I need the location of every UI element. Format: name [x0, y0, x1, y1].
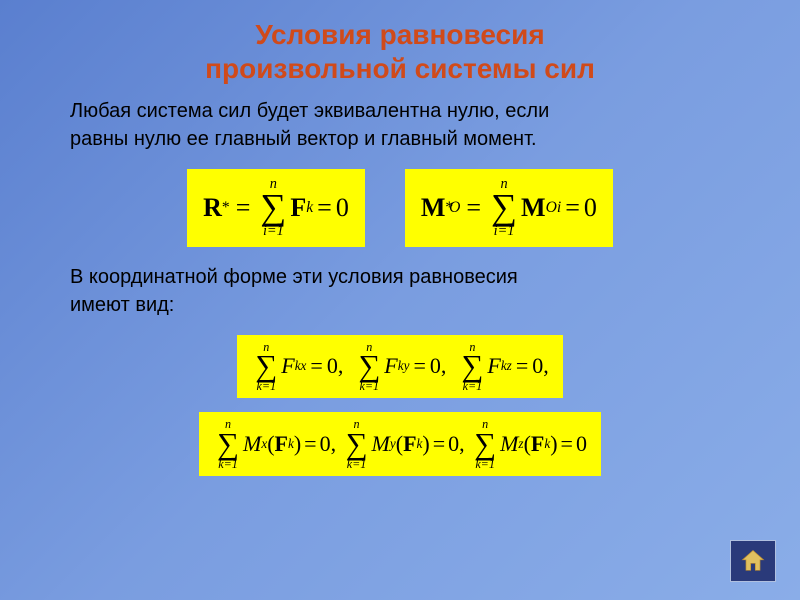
equation-main-vector: R* = n ∑ i=1 Fk = 0 — [187, 169, 365, 246]
para1-line1: Любая система сил будет эквивалентна нул… — [70, 100, 549, 122]
var-R: R — [203, 193, 222, 223]
paragraph-2: В координатной форме эти условия равнове… — [0, 261, 800, 321]
equation-force-projections: n∑k=1 Fkx =0, n∑k=1 Fky =0, n∑k=1 Fkz =0… — [237, 335, 562, 399]
home-icon — [739, 547, 767, 575]
sup-star: * — [222, 199, 230, 217]
para2-line2: имеют вид: — [70, 294, 174, 316]
var-M: M — [421, 193, 446, 223]
paragraph-1: Любая система сил будет эквивалентна нул… — [0, 95, 800, 155]
var-F: F — [290, 193, 306, 223]
eq-sign: = — [236, 193, 251, 223]
title-line-2: произвольной системы сил — [205, 53, 595, 84]
equation-moment-projections: n∑k=1 Mx (Fk) =0, n∑k=1 My (Fk) =0, n∑k=… — [199, 412, 601, 476]
equation-row-moments: n∑k=1 Mx (Fk) =0, n∑k=1 My (Fk) =0, n∑k=… — [0, 412, 800, 476]
sum-symbol: n ∑ i=1 — [491, 177, 517, 238]
equation-main-moment: M*O = n ∑ i=1 MOi = 0 — [405, 169, 613, 246]
para1-line2: равны нулю ее главный вектор и главный м… — [70, 128, 537, 150]
slide-title: Условия равновесия произвольной системы … — [0, 0, 800, 95]
home-button[interactable] — [730, 540, 776, 582]
equation-row-forces: n∑k=1 Fkx =0, n∑k=1 Fky =0, n∑k=1 Fkz =0… — [0, 335, 800, 399]
equation-row-vectors: R* = n ∑ i=1 Fk = 0 M*O = n ∑ i=1 MOi = … — [0, 169, 800, 246]
title-line-1: Условия равновесия — [255, 19, 544, 50]
para2-line1: В координатной форме эти условия равнове… — [70, 266, 518, 288]
sum-symbol: n ∑ i=1 — [260, 177, 286, 238]
